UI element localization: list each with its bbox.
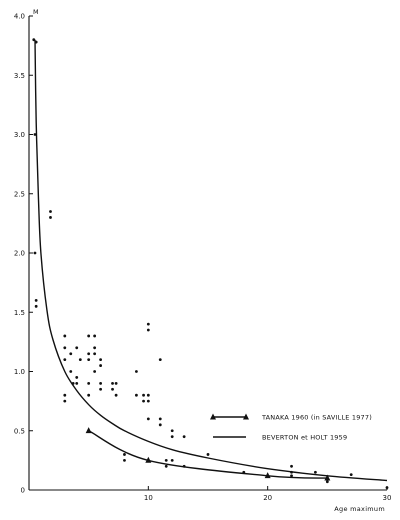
scatter-point xyxy=(123,453,126,456)
y-tick-label: 2.0 xyxy=(14,250,25,258)
scatter-point xyxy=(349,473,353,476)
scatter-point xyxy=(158,358,162,362)
scatter-point xyxy=(99,381,102,385)
scatter-point xyxy=(87,358,91,362)
scatter-point xyxy=(93,352,97,356)
scatter-point xyxy=(142,393,145,397)
scatter-point xyxy=(87,334,91,338)
scatter-point xyxy=(34,304,38,308)
scatter-point xyxy=(87,393,91,397)
scatter-point xyxy=(63,346,67,350)
scatter-point xyxy=(146,322,150,326)
scatter-point xyxy=(63,393,67,397)
y-axis-label: M xyxy=(33,8,39,16)
scatter-point xyxy=(242,470,246,474)
scatter-point xyxy=(123,458,126,462)
x-axis-label: Age maximum xyxy=(334,505,385,513)
scatter-point xyxy=(385,486,389,490)
scatter-point xyxy=(146,328,150,332)
tick-marks: 0 0.5 1.0 1.5 2.0 2.5 3.0 3.5 4.0 10 20 30 xyxy=(14,13,392,503)
scatter-point xyxy=(325,476,329,480)
scatter-point xyxy=(75,346,79,350)
legend-tanaka-label: TANAKA 1960 (in SAVILLE 1977) xyxy=(261,414,372,422)
scatter-point xyxy=(63,334,67,338)
scatter-point xyxy=(182,464,186,468)
scatter-point xyxy=(71,381,75,385)
scatter-point xyxy=(114,381,118,385)
scatter-point xyxy=(135,393,138,397)
scatter-point xyxy=(158,423,162,427)
legend-beverton-label: BEVERTON et HOLT 1959 xyxy=(262,434,347,442)
scatter-point xyxy=(290,474,293,478)
tanaka-curve xyxy=(88,430,328,479)
x-tick-label: 20 xyxy=(263,494,272,502)
y-tick-label: 1.5 xyxy=(14,309,25,317)
scatter-point xyxy=(93,346,97,350)
scatter-point xyxy=(87,352,91,356)
scatter-point xyxy=(99,364,102,367)
scatter-point xyxy=(49,216,52,219)
scatter-point xyxy=(99,387,102,391)
legend: TANAKA 1960 (in SAVILLE 1977) BEVERTON et… xyxy=(210,413,372,442)
y-tick-label: 0.5 xyxy=(14,427,25,435)
scatter-point xyxy=(33,133,37,136)
y-tick-label: 0 xyxy=(21,487,25,495)
tanaka-triangle-marker xyxy=(85,427,92,434)
scatter-point xyxy=(34,299,38,302)
data-points xyxy=(32,38,389,490)
scatter-point xyxy=(111,381,114,385)
legend-triangle-marker xyxy=(243,413,249,420)
scatter-point xyxy=(142,399,145,403)
tanaka-triangle-marker xyxy=(264,472,271,479)
scatter-point xyxy=(135,370,138,373)
scatter-point xyxy=(34,40,38,44)
y-tick-label: 4.0 xyxy=(14,13,25,21)
scatter-point xyxy=(114,393,118,397)
scatter-point xyxy=(93,370,97,373)
scatter-point xyxy=(290,470,293,474)
scatter-point xyxy=(158,417,162,421)
scatter-point xyxy=(164,464,168,468)
scatter-point xyxy=(290,464,293,468)
scatter-point xyxy=(111,387,114,391)
scatter-point xyxy=(146,417,150,421)
beverton-holt-curve xyxy=(34,39,388,482)
scatter-point xyxy=(170,435,174,439)
x-tick-label: 10 xyxy=(144,494,153,502)
scatter-point xyxy=(170,429,174,433)
scatter-point xyxy=(182,435,186,439)
scatter-point xyxy=(69,370,73,373)
scatter-point xyxy=(206,453,210,456)
scatter-point xyxy=(69,352,73,356)
scatter-point xyxy=(87,381,91,385)
x-tick-label: 30 xyxy=(383,494,392,502)
scatter-point xyxy=(49,210,52,213)
scatter-point xyxy=(146,399,150,403)
tanaka-triangle-marker xyxy=(145,456,152,463)
scatter-point xyxy=(314,470,317,474)
scatter-point xyxy=(146,393,150,397)
scatter-point xyxy=(75,381,79,385)
scatter-point xyxy=(78,358,82,362)
scatter-point xyxy=(99,358,102,362)
scatter-point xyxy=(93,334,97,338)
scatter-point xyxy=(75,376,79,379)
scatter-point xyxy=(33,251,37,255)
scatter-point xyxy=(325,480,329,484)
y-tick-label: 3.5 xyxy=(14,72,25,80)
scatter-point xyxy=(32,38,36,42)
scatter-point xyxy=(164,458,168,462)
y-tick-label: 2.5 xyxy=(14,190,25,198)
scatter-point xyxy=(63,399,67,403)
scatter-point xyxy=(170,458,174,462)
y-tick-label: 3.0 xyxy=(14,131,25,139)
scatter-point xyxy=(63,358,67,362)
legend-triangle-marker xyxy=(210,413,216,420)
y-tick-label: 1.0 xyxy=(14,368,25,376)
